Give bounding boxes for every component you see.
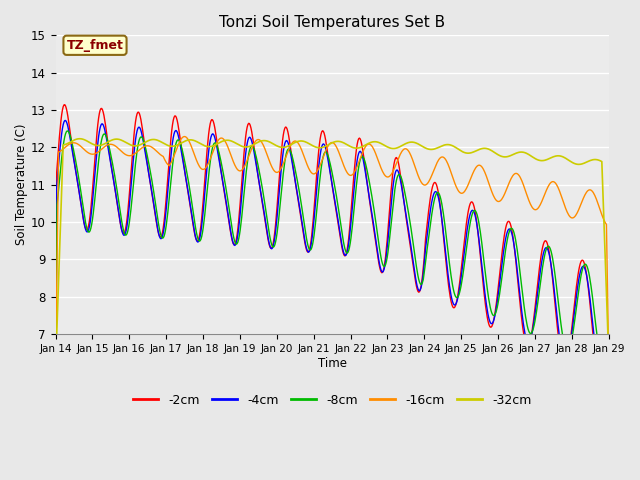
Line: -16cm: -16cm [56, 137, 609, 374]
-16cm [417, 178, 424, 183]
Line: -4cm: -4cm [56, 120, 609, 435]
-16cm [175, 141, 182, 147]
Y-axis label: Soil Temperature (C): Soil Temperature (C) [15, 124, 28, 245]
-4cm [61, 118, 69, 123]
-8cm [120, 226, 127, 232]
Line: -32cm: -32cm [56, 139, 609, 371]
-4cm [63, 119, 70, 124]
-2cm [400, 200, 408, 206]
X-axis label: Time: Time [317, 357, 347, 370]
-8cm [417, 281, 424, 287]
-32cm [400, 142, 408, 147]
-8cm [61, 131, 69, 137]
Legend: -2cm, -4cm, -8cm, -16cm, -32cm: -2cm, -4cm, -8cm, -16cm, -32cm [128, 389, 536, 411]
-2cm [417, 287, 424, 293]
-4cm [175, 138, 183, 144]
-8cm [52, 401, 60, 407]
-8cm [605, 415, 612, 421]
-8cm [400, 186, 408, 192]
-32cm [175, 141, 183, 147]
-4cm [400, 200, 408, 205]
-8cm [205, 173, 212, 179]
-32cm [52, 368, 60, 373]
-16cm [400, 146, 408, 152]
-16cm [52, 372, 60, 377]
-2cm [52, 386, 60, 392]
-4cm [417, 287, 424, 293]
-16cm [118, 149, 126, 155]
Line: -8cm: -8cm [56, 131, 609, 418]
-32cm [205, 144, 212, 150]
Title: Tonzi Soil Temperatures Set B: Tonzi Soil Temperatures Set B [219, 15, 445, 30]
-16cm [61, 144, 69, 150]
-32cm [76, 136, 83, 142]
-8cm [63, 128, 71, 134]
-2cm [605, 344, 612, 350]
-32cm [605, 355, 612, 361]
-2cm [120, 230, 127, 236]
-2cm [175, 131, 183, 136]
-4cm [120, 232, 127, 238]
-8cm [175, 138, 183, 144]
-4cm [605, 432, 612, 438]
Line: -2cm: -2cm [56, 105, 609, 389]
-32cm [417, 142, 424, 148]
-4cm [205, 149, 212, 155]
-2cm [63, 105, 70, 111]
-4cm [52, 326, 60, 332]
Text: TZ_fmet: TZ_fmet [67, 39, 124, 52]
-2cm [61, 102, 68, 108]
-32cm [120, 138, 127, 144]
-2cm [205, 132, 212, 137]
-16cm [605, 362, 612, 368]
-16cm [205, 160, 212, 166]
-16cm [181, 134, 189, 140]
-32cm [61, 142, 69, 147]
